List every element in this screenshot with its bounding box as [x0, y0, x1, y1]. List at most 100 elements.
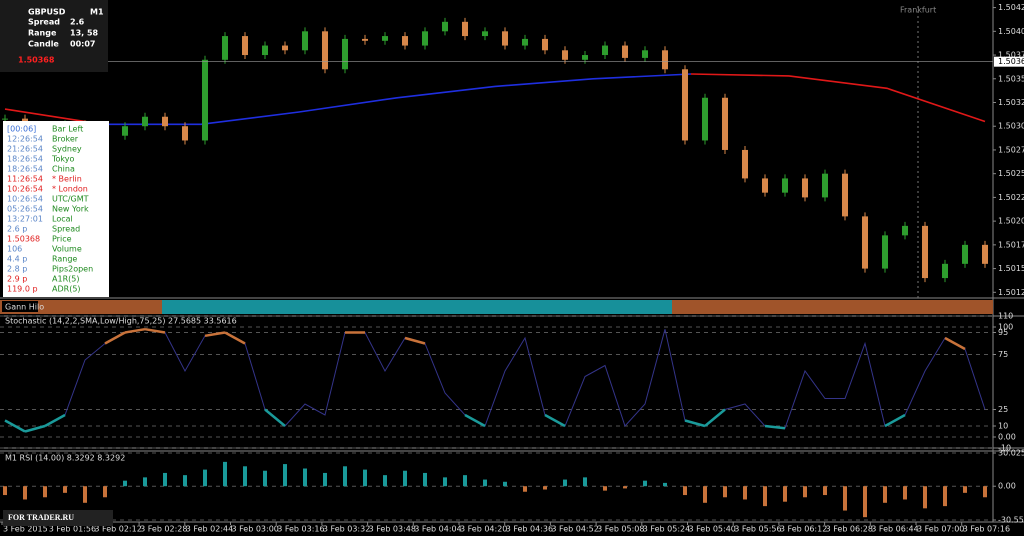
rsi-bar	[283, 464, 287, 487]
rsi-bar	[903, 486, 907, 500]
y-tick-label: 1.50350	[998, 74, 1024, 83]
rsi-bar	[143, 477, 147, 487]
rsi-bar	[303, 468, 307, 487]
x-tick-label: 3 Feb 03:48	[369, 525, 416, 534]
info-value: 10:26:54	[7, 185, 43, 194]
x-tick-label: 3 Feb 03:32	[323, 525, 370, 534]
candle	[522, 38, 528, 46]
x-tick-label: 3 Feb 06:12	[780, 525, 827, 534]
candle	[402, 36, 408, 46]
info-value: 05:26:54	[7, 205, 43, 214]
watermark: FOR TRADER.RU	[8, 513, 74, 522]
candle	[442, 21, 448, 32]
candle	[462, 21, 468, 37]
x-tick-label: 3 Feb 04:20	[460, 525, 507, 534]
candle	[882, 235, 888, 269]
candle	[482, 31, 488, 37]
moving-average	[103, 73, 692, 126]
rsi-bar	[763, 486, 767, 507]
info-value: 12:26:54	[7, 135, 43, 144]
y-tick-label: -30.5527	[998, 516, 1024, 525]
candle	[382, 36, 388, 41]
indicator-title: M1 RSI (14.00) 8.3292 8.3292	[5, 454, 125, 463]
candle	[2, 118, 8, 120]
rsi-bar	[443, 477, 447, 487]
period: M1	[90, 8, 104, 17]
info-label: * Berlin	[52, 175, 82, 184]
candle	[242, 36, 248, 56]
rsi-bar	[423, 472, 427, 487]
candle	[602, 45, 608, 56]
y-tick-label: 1.50400	[998, 27, 1024, 36]
info-value: 10:26:54	[7, 195, 43, 204]
indicator-title: Stochastic (14,2,2,SMA,Low/High,75,25) 2…	[5, 317, 237, 326]
session-label: Frankfurt	[900, 6, 936, 15]
x-tick-label: 3 Feb 06:28	[826, 525, 873, 534]
rsi-bar	[503, 481, 507, 487]
candle-label: Candle	[28, 40, 59, 49]
x-tick-label: 3 Feb 04:04	[414, 525, 461, 534]
y-tick-label: -10	[998, 444, 1011, 453]
rsi-bar	[403, 470, 407, 487]
candle	[642, 50, 648, 58]
rsi-bar	[463, 475, 467, 487]
candle	[322, 31, 328, 70]
rsi-bar	[83, 486, 87, 503]
candle	[342, 38, 348, 70]
rsi-bar	[483, 479, 487, 487]
stochastic-zone	[24, 424, 46, 433]
x-tick-label: 3 Feb 01:56	[49, 525, 96, 534]
stochastic-zone	[4, 419, 26, 433]
candle	[122, 126, 128, 136]
candle	[682, 69, 688, 141]
rsi-bar	[343, 466, 347, 487]
rsi-bar	[743, 486, 747, 500]
candle	[262, 45, 268, 56]
candle	[542, 38, 548, 51]
stochastic-zone	[224, 331, 246, 345]
watermark-bg	[3, 510, 113, 526]
rsi-bar	[843, 486, 847, 511]
gann-strip	[162, 300, 672, 314]
candle	[762, 178, 768, 193]
candle	[862, 216, 868, 269]
range: 13, 58	[70, 29, 99, 38]
candle	[162, 116, 168, 127]
y-tick-label: 75	[998, 350, 1008, 359]
candle	[982, 244, 988, 264]
info-label: Tokyo	[51, 155, 75, 164]
stochastic-zone	[264, 408, 286, 427]
info-rows: [00:06] Bar Left 12:26:54 Broker 21:26:54 Syd…	[7, 125, 93, 294]
range-label: Range	[28, 29, 57, 38]
rsi-bar	[863, 486, 867, 518]
candle	[302, 31, 308, 51]
info-label: ADR(5)	[52, 285, 81, 294]
candle	[202, 59, 208, 141]
x-tick-label: 3 Feb 07:00	[917, 525, 964, 534]
label-bg	[2, 301, 38, 312]
y-tick-label: 25	[998, 405, 1008, 414]
info-label: A1R(5)	[52, 275, 79, 284]
rsi-bar	[163, 472, 167, 487]
x-tick-label: 3 Feb 07:16	[963, 525, 1010, 534]
rsi-bar	[563, 479, 567, 487]
info-label: Local	[52, 215, 73, 224]
rsi-bar	[363, 469, 367, 487]
candle	[582, 55, 588, 60]
info-label: Broker	[52, 135, 79, 144]
header-box	[0, 0, 108, 72]
info-value: 119.0 p	[7, 285, 38, 294]
info-label: New York	[52, 205, 89, 214]
stochastic-zone	[464, 413, 486, 428]
price-tag	[994, 56, 1024, 67]
rsi-bar	[963, 486, 967, 493]
rsi-bar	[3, 486, 7, 496]
candle	[362, 38, 368, 41]
rsi-bar	[223, 461, 227, 487]
x-tick-label: 3 Feb 02:44	[186, 525, 233, 534]
info-panel	[3, 121, 109, 297]
candle: 00:07	[70, 40, 95, 49]
y-tick-label: 1.50150	[998, 264, 1024, 273]
info-label: China	[52, 165, 75, 174]
